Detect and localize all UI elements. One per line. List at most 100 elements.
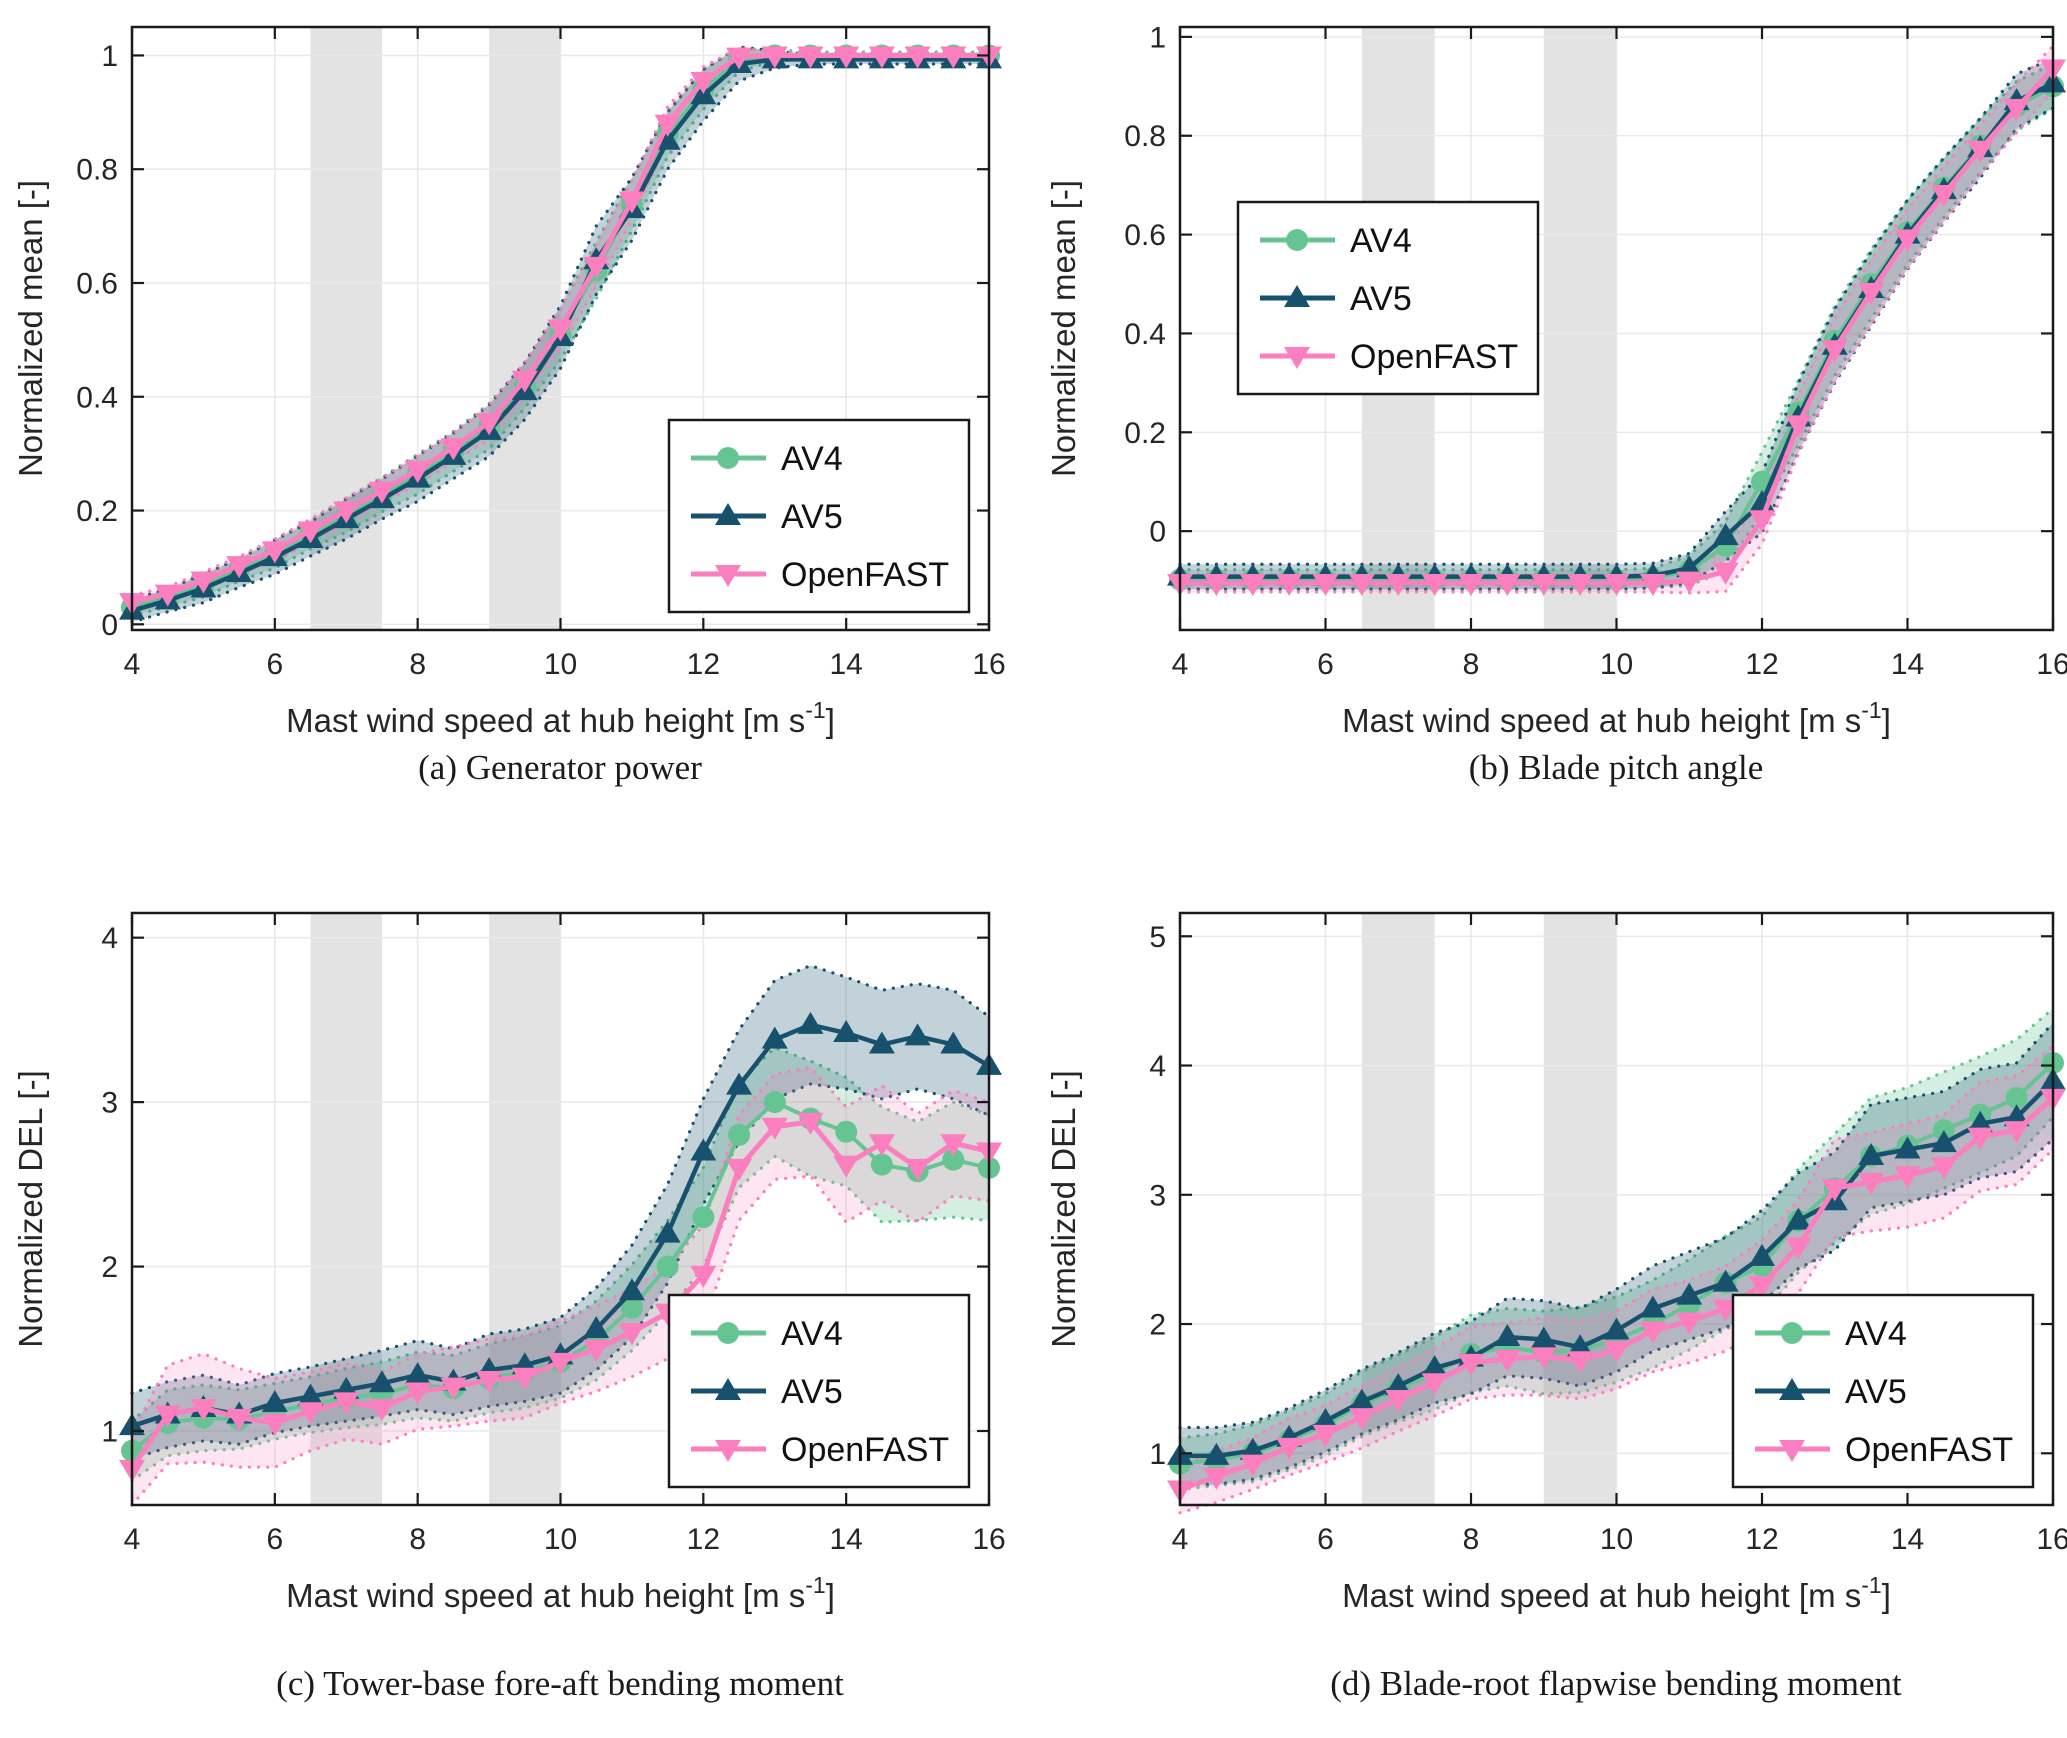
- marker-triangle-down: [833, 1155, 860, 1178]
- marker-triangle-down: [261, 1413, 288, 1436]
- marker-triangle-down: [715, 565, 741, 587]
- marker-triangle-down: [547, 1352, 574, 1375]
- marker-triangle-down: [1894, 1166, 1921, 1189]
- marker-triangle-down: [940, 1134, 967, 1157]
- marker-triangle-down: [404, 1382, 431, 1405]
- marker-circle: [835, 1120, 858, 1143]
- y-axis-label: Normalized mean [-]: [12, 180, 49, 477]
- highlight-bands: [1361, 913, 1617, 1505]
- marker-triangle-down: [1458, 1353, 1484, 1376]
- x-tick-label: 16: [2036, 648, 2067, 681]
- marker-triangle-up: [1421, 1354, 1448, 1377]
- marker-triangle-up: [297, 1383, 324, 1406]
- x-tick-label: 6: [1317, 1523, 1334, 1556]
- y-tick-label: 0.2: [1124, 417, 1166, 450]
- axes: [1178, 25, 2055, 632]
- marker-triangle-up: [583, 1316, 610, 1339]
- y-tick-label: 0.6: [1124, 219, 1166, 252]
- y-tick-label: 1: [1149, 21, 1166, 54]
- y-tick-label: 3: [1149, 1179, 1166, 1212]
- marker-triangle-up: [654, 127, 681, 150]
- marker-triangle-down: [1385, 1390, 1412, 1413]
- marker-triangle-down: [904, 1158, 931, 1181]
- highlight-bands: [310, 27, 561, 630]
- generator-power-chart: 4 6 8 10 12 14 16 0 0.2 0.4 0.6 0.8 1 Mast wind speed…: [12, 25, 1006, 739]
- marker-circle: [1286, 229, 1308, 251]
- caption-c: (c) Tower-base fore-aft bending moment: [276, 1664, 844, 1703]
- marker-triangle-down: [1421, 1373, 1448, 1396]
- legend: AV4 AV5 OpenFAST: [1236, 200, 1540, 396]
- marker-triangle-up: [1530, 1326, 1557, 1349]
- marker-triangle-down: [690, 1265, 717, 1288]
- marker-triangle-down: [440, 438, 467, 461]
- marker-triangle-down: [1239, 1454, 1266, 1477]
- subplot-generator-power: 4 6 8 10 12 14 16 0 0.2 0.4 0.6 0.8 1 Mast wind speed…: [0, 0, 1033, 869]
- marker-triangle-down: [476, 1371, 503, 1394]
- marker-triangle-down: [797, 1112, 824, 1135]
- marker-triangle-down: [1276, 1437, 1303, 1460]
- marker-triangle-down: [190, 571, 217, 594]
- x-tick-label: 8: [409, 1523, 426, 1556]
- legend-label-AV4: AV4: [781, 1315, 843, 1353]
- marker-triangle-down: [833, 46, 860, 69]
- marker-triangle-up: [368, 1370, 395, 1393]
- y-tick-label: 3: [101, 1087, 118, 1120]
- x-tick-label: 10: [544, 1523, 577, 1556]
- x-tick-label: 6: [1317, 648, 1334, 681]
- marker-triangle-down: [1639, 1321, 1666, 1344]
- marker-triangle-down: [726, 1158, 753, 1181]
- marker-circle: [717, 447, 739, 469]
- highlight-band: [489, 27, 561, 630]
- marker-triangle-down: [1779, 1440, 1805, 1462]
- subplot-blade-pitch-angle: 4 6 8 10 12 14 16 0 0.2 0.4 0.6 0.8 1 Mast wind speed…: [1033, 0, 2067, 869]
- marker-triangle-up: [797, 1011, 824, 1034]
- y-tick-label: 1: [101, 1416, 118, 1449]
- axes: [130, 25, 991, 632]
- marker-triangle-up: [726, 1072, 753, 1095]
- marker-triangle-down: [715, 1440, 741, 1462]
- marker-triangle-up: [1785, 1207, 1812, 1230]
- subplot-blade-root-moment: 4 6 8 10 12 14 16 1 2 3 4 5 Mast wind speed at hub h…: [1033, 869, 2067, 1738]
- marker-triangle-down: [1749, 510, 1775, 533]
- marker-triangle-down: [1785, 415, 1812, 438]
- marker-triangle-down: [1530, 1347, 1557, 1370]
- x-tick-label: 14: [829, 648, 862, 681]
- marker-triangle-up: [833, 1020, 860, 1043]
- legend-label-AV5: AV5: [1845, 1373, 1907, 1411]
- x-axis-label: Mast wind speed at hub height [m s-1]: [286, 697, 835, 739]
- marker-triangle-up: [1712, 1269, 1739, 1292]
- marker-triangle-up: [1894, 1136, 1921, 1159]
- series-OpenFAST-markers: [1167, 1088, 2066, 1503]
- y-tick-label: 0.4: [1124, 318, 1166, 351]
- gridlines: [132, 27, 989, 630]
- x-tick-label: 4: [124, 648, 141, 681]
- legend-label-OpenFAST: OpenFAST: [781, 1431, 949, 1469]
- marker-triangle-up: [1239, 1437, 1266, 1460]
- marker-triangle-down: [1858, 282, 1885, 305]
- marker-triangle-down: [1203, 1467, 1230, 1490]
- marker-triangle-down: [1530, 574, 1557, 597]
- y-axis-label: Normalized DEL [-]: [1045, 1070, 1082, 1348]
- marker-triangle-down: [1603, 1340, 1630, 1363]
- marker-triangle-down: [690, 72, 717, 95]
- legend-label-AV4: AV4: [1845, 1315, 1907, 1353]
- marker-triangle-down: [404, 461, 431, 484]
- x-tick-label: 8: [409, 648, 426, 681]
- y-tick-label: 0: [101, 609, 118, 642]
- subplot-tower-base-moment: 4 6 8 10 12 14 16 1 2 3 4 Mast wind speed at hub he…: [0, 869, 1033, 1738]
- x-tick-label: 12: [1745, 1523, 1778, 1556]
- marker-triangle-down: [226, 1408, 253, 1431]
- marker-triangle-down: [226, 556, 253, 579]
- marker-triangle-down: [154, 584, 181, 607]
- marker-triangle-down: [1821, 1179, 1848, 1202]
- legend: AV4 AV5 OpenFAST: [667, 418, 971, 614]
- highlight-band: [1543, 913, 1617, 1505]
- x-tick-label: 10: [1600, 648, 1633, 681]
- marker-triangle-up: [1749, 1243, 1775, 1266]
- marker-triangle-up: [1930, 1130, 1957, 1153]
- marker-triangle-down: [1749, 1276, 1775, 1299]
- marker-triangle-up: [1779, 1378, 1805, 1400]
- marker-triangle-down: [1967, 140, 1994, 163]
- marker-triangle-down: [1858, 1172, 1885, 1195]
- y-axis-label: Normalized DEL [-]: [12, 1070, 49, 1348]
